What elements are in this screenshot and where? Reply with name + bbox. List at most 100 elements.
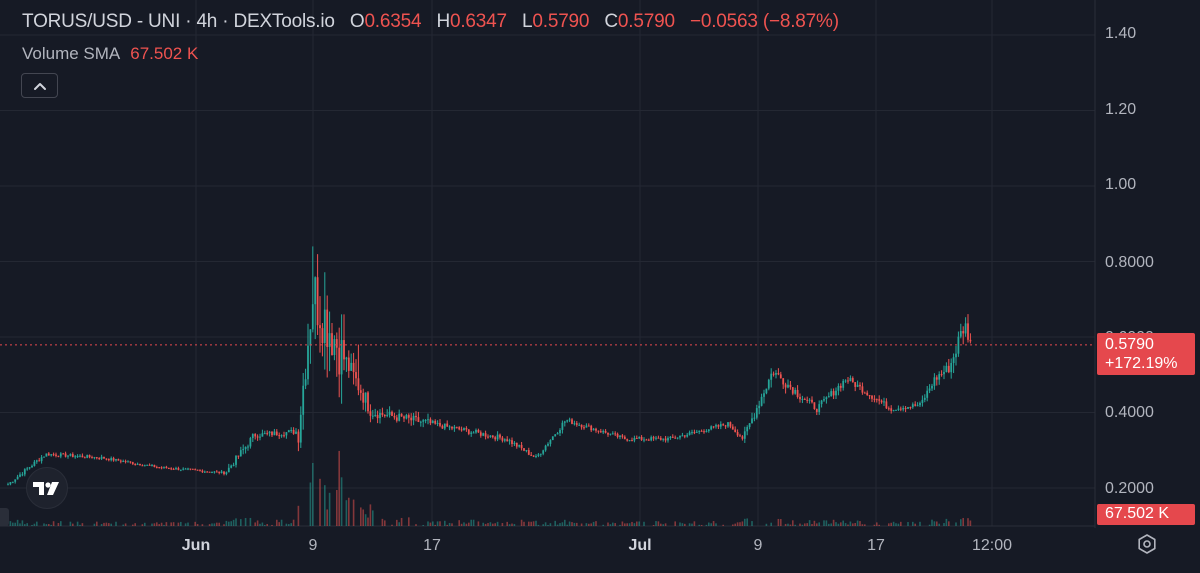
volume-bar xyxy=(165,522,168,526)
last-price-value: 0.5790 xyxy=(1105,336,1154,353)
x-tick-label: Jun xyxy=(181,537,211,554)
candle-body xyxy=(535,455,537,457)
candle-body xyxy=(760,396,763,406)
candle-body xyxy=(453,426,456,429)
candle-body xyxy=(719,424,722,427)
volume-value-tag: 67.502 K xyxy=(1097,504,1195,525)
candle-body xyxy=(952,357,955,363)
candle-body xyxy=(86,455,89,458)
volume-bar xyxy=(266,523,268,526)
candle-body xyxy=(314,277,317,305)
candle-body xyxy=(175,468,177,470)
candle-body xyxy=(359,390,362,393)
candle-body xyxy=(434,420,437,424)
volume-bar xyxy=(244,518,247,526)
volume-bar xyxy=(945,518,948,526)
candle-body xyxy=(410,417,413,421)
candle-body xyxy=(95,457,98,459)
volume-bar xyxy=(928,524,931,526)
candle-body xyxy=(892,410,895,412)
volume-bar xyxy=(213,523,216,526)
candle-body xyxy=(218,471,221,473)
candle-body xyxy=(813,402,816,410)
candle-body xyxy=(806,399,809,401)
volume-bar xyxy=(292,519,295,526)
volume-bar xyxy=(367,517,369,526)
volume-bar xyxy=(50,524,52,526)
candle-body xyxy=(657,437,660,439)
volume-bar xyxy=(693,521,696,526)
volume-bar xyxy=(544,522,547,526)
volume-bar xyxy=(580,523,583,526)
volume-bar xyxy=(864,524,866,526)
volume-bar xyxy=(264,524,266,526)
volume-bar xyxy=(16,519,19,526)
volume-bar xyxy=(223,524,225,526)
volume-bar xyxy=(124,523,127,526)
volume-bar xyxy=(847,524,849,526)
candle-body xyxy=(115,459,117,461)
volume-bar xyxy=(664,523,667,526)
collapse-legend-button[interactable] xyxy=(21,73,58,98)
candle-body xyxy=(568,419,571,421)
candle-body xyxy=(599,431,602,433)
candle-body xyxy=(681,435,684,437)
candle-body xyxy=(959,331,962,337)
volume-bar xyxy=(741,521,744,526)
volume-bar xyxy=(662,524,664,526)
candle-body xyxy=(943,372,945,375)
volume-bar xyxy=(549,523,552,526)
candle-body xyxy=(117,459,120,461)
candle-body xyxy=(628,440,631,442)
candle-body xyxy=(578,424,581,426)
tradingview-logo-icon[interactable] xyxy=(26,467,68,509)
volume-bar xyxy=(463,522,465,526)
left-panel-toggle[interactable] xyxy=(0,508,9,526)
candle-body xyxy=(326,309,329,348)
volume-bar xyxy=(105,522,108,526)
candle-body xyxy=(333,339,336,356)
candle-body xyxy=(321,328,324,344)
candle-body xyxy=(827,396,830,398)
candle-body xyxy=(640,437,643,440)
volume-bar xyxy=(57,522,60,526)
symbol-title[interactable]: TORUS/USD - UNI · 4h · DEXTools.io xyxy=(22,11,335,32)
volume-bar xyxy=(585,523,588,526)
last-price-tag: 0.5790 +172.19% xyxy=(1097,333,1195,375)
candle-body xyxy=(671,436,674,438)
volume-bar xyxy=(254,522,256,526)
candle-body xyxy=(107,458,110,461)
volume-bar xyxy=(907,522,909,526)
candle-body xyxy=(340,340,343,375)
volume-bar xyxy=(398,522,400,526)
candle-body xyxy=(967,323,969,340)
candle-body xyxy=(501,437,504,441)
volume-sma-label[interactable]: Volume SMA xyxy=(22,44,121,63)
low-label: L xyxy=(522,11,533,32)
volume-bar xyxy=(787,523,789,526)
volume-bar xyxy=(494,523,496,526)
candle-body xyxy=(441,425,444,429)
candle-body xyxy=(844,380,847,382)
volume-bar xyxy=(96,521,98,526)
candle-body xyxy=(542,450,545,454)
settings-gear-icon[interactable] xyxy=(1135,532,1159,556)
candle-body xyxy=(921,399,924,403)
volume-bar xyxy=(172,522,175,526)
candle-body xyxy=(201,470,204,473)
candle-body xyxy=(911,404,914,408)
candle-body xyxy=(784,384,787,388)
volume-bar xyxy=(276,519,278,526)
close-label: C xyxy=(604,11,618,32)
candle-body xyxy=(573,423,576,425)
candle-body xyxy=(616,433,619,438)
candle-body xyxy=(184,468,187,470)
volume-bar xyxy=(444,520,446,526)
volume-bar xyxy=(144,522,146,526)
volume-bar xyxy=(520,519,523,526)
candle-body xyxy=(283,435,285,437)
volume-bar xyxy=(955,522,957,526)
candle-body xyxy=(935,377,938,380)
candle-body xyxy=(724,425,727,427)
